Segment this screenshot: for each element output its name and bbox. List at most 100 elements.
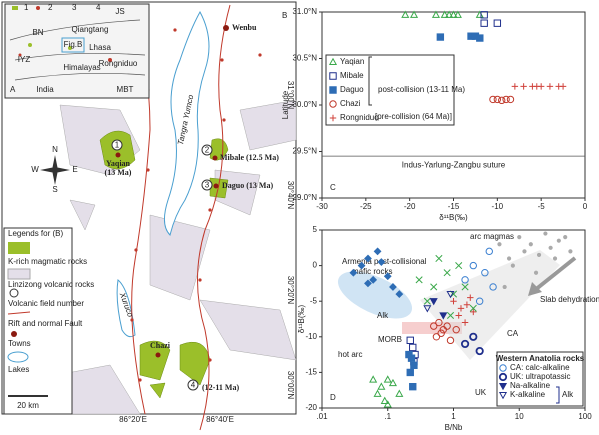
marker: [423, 305, 432, 313]
legend-marker: [498, 372, 508, 382]
legend-title: Western Anatolia rocks: [496, 354, 585, 363]
inset-text: Qiangtang: [72, 25, 109, 34]
marker: [364, 254, 372, 263]
lat-tick-label: 30°00'N: [286, 371, 295, 400]
legend-label: Mibale: [340, 71, 364, 80]
scale-label: 20 km: [17, 401, 39, 410]
marker: [455, 262, 463, 270]
marker: [429, 298, 438, 306]
marker: [461, 319, 469, 326]
marker: [430, 322, 438, 330]
x-axis-label: δ¹¹B(‰): [439, 213, 468, 222]
marker: [469, 261, 477, 270]
marker: [432, 333, 441, 341]
legend-label: Towns: [8, 339, 31, 348]
lake: [116, 279, 136, 338]
x-tick-label: 100: [578, 412, 592, 421]
legend-label: K-rich magmatic rocks: [8, 257, 87, 266]
place-label: Mibale (12.5 Ma): [220, 153, 279, 162]
y-tick-label: 29.0°N: [292, 193, 317, 202]
annotation: MORB: [378, 335, 402, 344]
place-label: Yaqian: [106, 159, 131, 168]
x-tick-label: .1: [384, 412, 391, 421]
y-axis-label: Latitude: [281, 90, 290, 119]
marker: [552, 256, 558, 261]
marker: [498, 96, 506, 105]
y-tick-label: 5: [313, 225, 318, 234]
place-label: Wenbu: [232, 23, 257, 32]
marker: [546, 83, 554, 90]
towns: [115, 25, 229, 358]
place-label: (12-11 Ma): [202, 383, 239, 392]
field-number: 1: [115, 141, 120, 150]
marker: [406, 336, 414, 345]
marker: [357, 261, 366, 270]
marker: [443, 322, 451, 330]
place-label: Chazi: [150, 341, 171, 350]
annotation: CA: [507, 329, 519, 338]
suture-label: Indus-Yarlung-Zangbu suture: [402, 160, 506, 169]
fault: [197, 4, 231, 431]
x-tick-label: -30: [316, 202, 328, 211]
marker: [476, 34, 484, 42]
annotation: Slab dehydration: [540, 295, 599, 304]
legend-bracket-label: Alk: [562, 390, 574, 399]
legend-marker: [499, 364, 507, 372]
marker: [369, 275, 378, 284]
x-axis-label: B/Nb: [445, 423, 463, 432]
marker: [435, 318, 443, 327]
marker: [543, 231, 548, 236]
compass-label: W: [31, 165, 39, 174]
inset-legend-number: 2: [48, 3, 53, 12]
marker: [437, 329, 445, 337]
inset-text: JS: [115, 7, 124, 16]
marker: [446, 291, 455, 299]
y-axis-label: δ¹¹B(‰): [297, 304, 306, 333]
compass: [40, 155, 70, 185]
marker: [439, 312, 448, 320]
y-tick-label: 31.0°N: [292, 7, 317, 16]
annotation: [pre-collision (64 Ma)]: [375, 112, 452, 121]
inset-symbols: [18, 6, 112, 62]
x-tick-label: .01: [316, 412, 328, 421]
lat-tick-label: 31°00'N: [286, 81, 295, 110]
marker: [431, 10, 441, 18]
marker: [440, 10, 449, 18]
marker: [520, 83, 527, 90]
marker: [455, 312, 462, 319]
inset-label: A: [10, 85, 16, 94]
marker: [395, 290, 404, 298]
marker: [517, 235, 522, 240]
place-label: Daguo (13 Ma): [222, 181, 273, 190]
inset-text: India: [36, 85, 54, 94]
legend-box: [3, 227, 73, 415]
marker: [443, 269, 451, 277]
legend-marker: [329, 100, 337, 108]
map-label: B: [282, 11, 287, 20]
field-marker: [201, 179, 213, 191]
y-tick-label: 0: [313, 261, 318, 270]
marker: [406, 368, 414, 377]
marker: [510, 263, 515, 268]
marker: [435, 254, 443, 263]
lon-tick-label: 86°20'E: [119, 415, 147, 424]
legend-label: Rift and normal Fault: [8, 319, 83, 328]
marker: [481, 269, 489, 277]
legend-marker: [328, 57, 338, 66]
y-tick-label: -10: [305, 332, 317, 341]
marker: [383, 400, 392, 408]
legend-label: Linzizong volcanic rocks: [8, 280, 94, 289]
marker: [460, 339, 470, 349]
marker: [559, 83, 567, 90]
field-marker: [187, 379, 199, 391]
marker: [430, 283, 438, 291]
mixing-field: [420, 250, 560, 360]
marker: [349, 268, 358, 277]
legend-label: K-alkaline: [510, 390, 546, 399]
marker: [401, 10, 410, 18]
y-tick-label: 30.0°N: [292, 100, 317, 109]
marker: [436, 33, 445, 41]
marker: [415, 276, 423, 284]
marker: [489, 283, 497, 291]
